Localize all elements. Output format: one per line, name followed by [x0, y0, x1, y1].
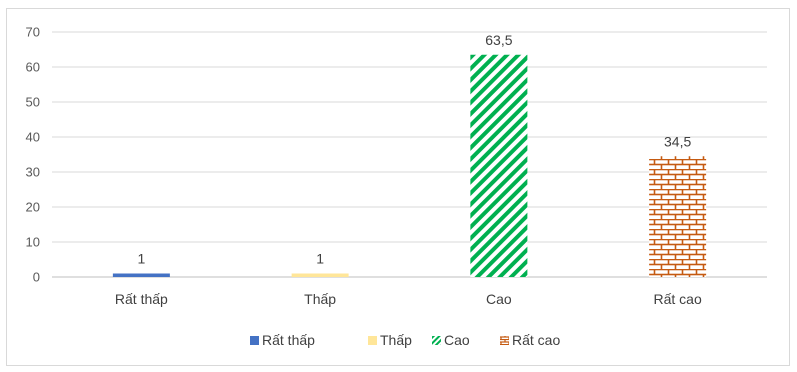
bar-4: [649, 156, 707, 277]
y-tick-label-30: 30: [26, 165, 40, 180]
legend-swatch-4: [500, 336, 509, 345]
y-tick-label-40: 40: [26, 130, 40, 145]
data-label-3: 63,5: [485, 32, 512, 48]
category-label-3: Cao: [486, 291, 512, 307]
bar-chart: 0 10 20 30 40 50 60 70 1 1 63,5 34,5 Rất thấp Thấp C…: [26, 25, 767, 348]
data-labels: 1 1 63,5 34,5: [137, 32, 691, 267]
category-label-2: Thấp: [304, 291, 336, 307]
bar-1: [112, 273, 170, 277]
y-tick-label-60: 60: [26, 60, 40, 75]
chart-frame: 0 10 20 30 40 50 60 70 1 1 63,5 34,5 Rất thấp Thấp C…: [6, 8, 790, 366]
bars: [112, 54, 707, 277]
legend-label-4: Rất cao: [512, 332, 560, 348]
bar-3: [470, 54, 528, 277]
y-tick-label-50: 50: [26, 95, 40, 110]
y-tick-label-70: 70: [26, 25, 40, 40]
x-axis-categories: Rất thấp Thấp Cao Rất cao: [115, 291, 702, 307]
legend-label-1: Rất thấp: [262, 332, 315, 348]
category-label-4: Rất cao: [654, 291, 702, 307]
data-label-4: 34,5: [664, 133, 691, 149]
data-label-1: 1: [137, 251, 145, 267]
category-label-1: Rất thấp: [115, 291, 168, 307]
legend-label-3: Cao: [444, 332, 470, 348]
legend: Rất thấp Thấp Cao Rất cao: [250, 332, 560, 348]
gridlines: [52, 31, 767, 278]
bar-2: [291, 273, 349, 277]
legend-label-2: Thấp: [380, 332, 412, 348]
legend-swatch-1: [250, 336, 259, 345]
y-axis-ticks: 0 10 20 30 40 50 60 70: [26, 25, 40, 285]
y-tick-label-10: 10: [26, 235, 40, 250]
y-tick-label-20: 20: [26, 200, 40, 215]
legend-swatch-2: [368, 336, 377, 345]
legend-swatch-3: [432, 336, 441, 345]
data-label-2: 1: [316, 251, 324, 267]
y-tick-label-0: 0: [33, 270, 40, 285]
